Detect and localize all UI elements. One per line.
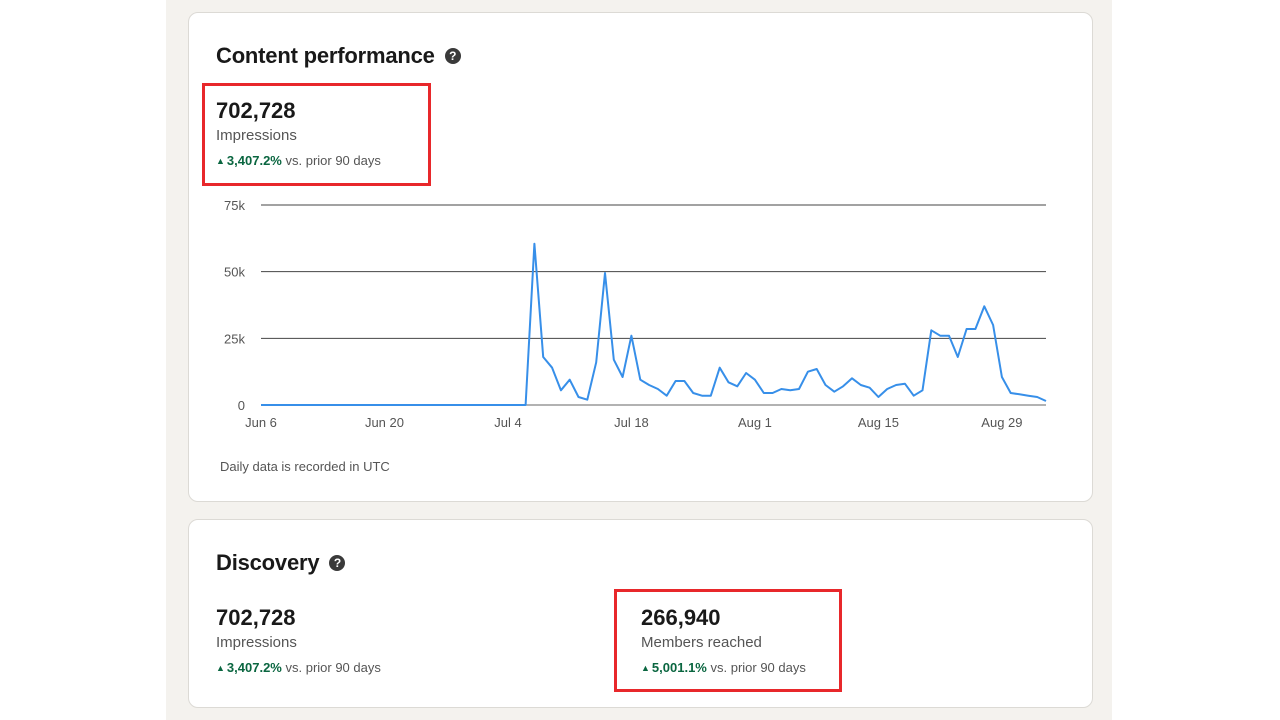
triangle-up-icon: ▲: [216, 663, 225, 673]
members-reached-change: ▲ 5,001.1% vs. prior 90 days: [641, 660, 806, 677]
impressions-label: Impressions: [216, 127, 297, 144]
discovery-impressions-metric: 702,728 Impressions ▲ 3,407.2% vs. prior …: [216, 605, 381, 677]
members-reached-change-percent: 5,001.1%: [651, 660, 707, 675]
x-tick-label: Jun 20: [365, 415, 404, 430]
discovery-card: Discovery ? 702,728 Impressions ▲ 3,407.2…: [188, 519, 1093, 708]
content-performance-title-text: Content performance: [216, 43, 435, 68]
impressions-change-percent: 3,407.2%: [226, 153, 282, 168]
members-reached-value: 266,940: [641, 605, 721, 630]
x-tick-label: Jun 6: [245, 415, 277, 430]
y-tick-label: 25k: [224, 331, 245, 346]
discovery-title-text: Discovery: [216, 550, 320, 575]
discovery-title: Discovery ?: [216, 550, 346, 576]
discovery-impressions-change: ▲ 3,407.2% vs. prior 90 days: [216, 660, 381, 677]
x-tick-label: Aug 15: [858, 415, 899, 430]
y-tick-label: 75k: [224, 198, 245, 213]
question-circle-icon[interactable]: ?: [444, 48, 461, 64]
members-reached-label: Members reached: [641, 634, 762, 651]
y-tick-label: 0: [238, 398, 245, 413]
discovery-impressions-label: Impressions: [216, 634, 297, 651]
triangle-up-icon: ▲: [641, 663, 650, 673]
members-reached-metric: 266,940 Members reached ▲ 5,001.1% vs. pr…: [641, 605, 806, 677]
x-tick-label: Jul 4: [494, 415, 521, 430]
content-performance-card: Content performance ? 702,728 Impression…: [188, 12, 1093, 502]
members-reached-change-suffix: vs. prior 90 days: [710, 660, 806, 675]
x-tick-label: Aug 29: [981, 415, 1022, 430]
discovery-impressions-change-suffix: vs. prior 90 days: [285, 660, 381, 675]
question-circle-icon[interactable]: ?: [329, 555, 346, 571]
discovery-impressions-change-percent: 3,407.2%: [226, 660, 282, 675]
impressions-metric: 702,728 Impressions ▲ 3,407.2% vs. prior …: [216, 98, 381, 170]
x-tick-label: Jul 18: [614, 415, 649, 430]
discovery-impressions-value: 702,728: [216, 605, 296, 630]
content-performance-title: Content performance ?: [216, 43, 461, 69]
y-tick-label: 50k: [224, 265, 245, 280]
impressions-change: ▲ 3,407.2% vs. prior 90 days: [216, 153, 381, 170]
impressions-change-suffix: vs. prior 90 days: [285, 153, 381, 168]
impressions-series-line[interactable]: [261, 242, 1047, 406]
x-tick-label: Aug 1: [738, 415, 772, 430]
impressions-value: 702,728: [216, 98, 296, 123]
chart-footnote: Daily data is recorded in UTC: [220, 459, 390, 474]
triangle-up-icon: ▲: [216, 156, 225, 166]
